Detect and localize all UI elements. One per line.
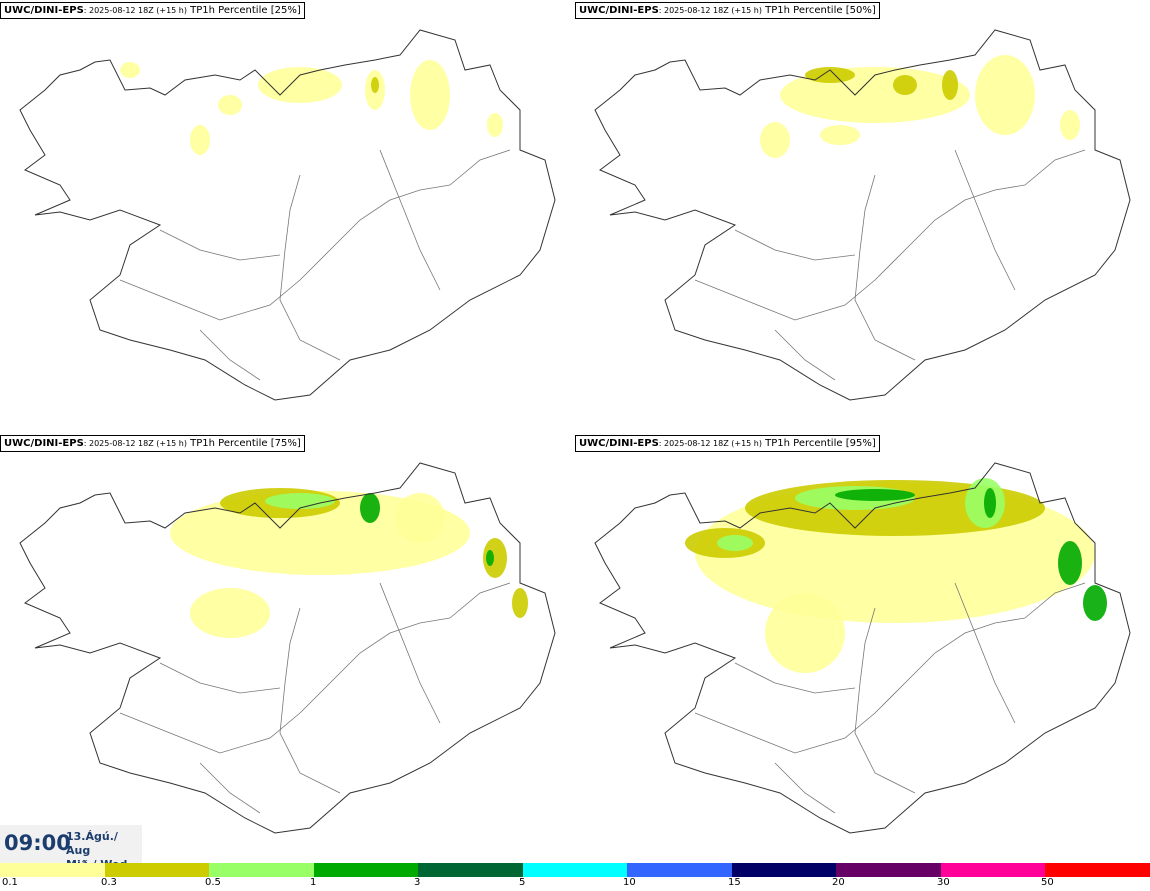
coastline: [19, 29, 556, 401]
colorbar-segment: [940, 863, 1046, 877]
precip-field: [170, 488, 528, 638]
map-svg-p95: [594, 462, 1131, 834]
colorbar-segment: [418, 863, 523, 877]
road-line: [774, 329, 836, 381]
colorbar-ticks: 0.1 0.3 0.5 1 3 5 10 15 20 30 50: [0, 877, 1150, 891]
colorbar-tick-label: 10: [623, 877, 636, 888]
road-line: [159, 662, 281, 694]
colorbar-tick-label: 20: [832, 877, 845, 888]
colorbar-segment: [522, 863, 628, 877]
road-line: [774, 762, 836, 814]
road-line: [449, 149, 511, 186]
map-panel-p95: UWC/DINI-EPS: 2025-08-12 18Z (+15 h) TP1…: [575, 433, 1150, 863]
map-panel-p75: UWC/DINI-EPS: 2025-08-12 18Z (+15 h) TP1…: [0, 433, 575, 863]
precip-field: [120, 60, 503, 155]
precip-contour: [835, 489, 915, 501]
colorbar-segment: [104, 863, 210, 877]
colorbar-segment: [0, 863, 105, 877]
colorbar-tick-label: 15: [728, 877, 741, 888]
precip-contour: [512, 588, 528, 618]
precip-contour: [805, 67, 855, 83]
panel-title: UWC/DINI-EPS: 2025-08-12 18Z (+15 h) TP1…: [575, 2, 880, 19]
road-line: [734, 662, 856, 694]
coastline: [19, 462, 556, 834]
road-line: [279, 174, 341, 361]
precip-contour: [765, 593, 845, 673]
road-line: [159, 229, 281, 261]
road-line: [694, 617, 1026, 754]
precip-contour: [360, 493, 380, 523]
colorbar: [0, 863, 1150, 877]
road-line: [279, 607, 341, 794]
road-line: [954, 149, 1016, 291]
colorbar-tick-label: 0.5: [205, 877, 221, 888]
precip-contour: [120, 62, 140, 78]
road-line: [379, 582, 441, 724]
colorbar-tick-label: 1: [310, 877, 317, 888]
precip-contour: [371, 77, 379, 93]
precip-contour: [1060, 110, 1080, 140]
colorbar-segment: [313, 863, 419, 877]
precip-contour: [893, 75, 917, 95]
colorbar-tick-label: 0.1: [2, 877, 18, 888]
colorbar-segment: [627, 863, 732, 877]
valid-date-line1: 13.Ágú./ Aug: [66, 830, 118, 857]
precip-contour: [487, 113, 503, 137]
colorbar-tick-label: 0.3: [101, 877, 117, 888]
precip-contour: [190, 125, 210, 155]
precip-contour: [1083, 585, 1107, 621]
precip-contour: [1058, 541, 1082, 585]
road-line: [854, 607, 916, 794]
map-svg-p75: [19, 462, 556, 834]
precip-contour: [190, 588, 270, 638]
map-panel-p50: UWC/DINI-EPS: 2025-08-12 18Z (+15 h) TP1…: [575, 0, 1150, 430]
colorbar-segment: [209, 863, 314, 877]
precip-contour: [975, 55, 1035, 135]
precip-contour: [820, 125, 860, 145]
road-line: [199, 329, 261, 381]
road-line: [1024, 149, 1086, 186]
panel-title: UWC/DINI-EPS: 2025-08-12 18Z (+15 h) TP1…: [575, 435, 880, 452]
map-panel-p25: UWC/DINI-EPS: 2025-08-12 18Z (+15 h) TP1…: [0, 0, 575, 430]
colorbar-tick-label: 3: [414, 877, 421, 888]
precip-contour: [265, 493, 335, 509]
precip-contour: [486, 550, 494, 566]
road-line: [199, 762, 261, 814]
precip-contour: [410, 60, 450, 130]
precip-field: [760, 55, 1080, 158]
precip-contour: [483, 538, 507, 578]
road-line: [1024, 582, 1086, 619]
precip-contour: [395, 493, 445, 543]
colorbar-segment: [731, 863, 837, 877]
colorbar-segment: [1045, 863, 1150, 877]
road-line: [954, 582, 1016, 724]
map-svg-p50: [594, 29, 1131, 401]
colorbar-tick-label: 50: [1041, 877, 1054, 888]
coastline: [594, 462, 1131, 834]
road-line: [379, 149, 441, 291]
road-line: [734, 229, 856, 261]
panel-title: UWC/DINI-EPS: 2025-08-12 18Z (+15 h) TP1…: [0, 2, 305, 19]
precip-contour: [984, 488, 996, 518]
colorbar-tick-label: 5: [519, 877, 526, 888]
panel-title: UWC/DINI-EPS: 2025-08-12 18Z (+15 h) TP1…: [0, 435, 305, 452]
precip-field: [685, 478, 1107, 673]
road-line: [694, 184, 1026, 321]
valid-time: 09:00: [4, 831, 71, 855]
road-line: [119, 184, 451, 321]
precip-contour: [717, 535, 753, 551]
road-line: [449, 582, 511, 619]
coastline: [594, 29, 1131, 401]
valid-time-box: 09:00 13.Ágú./ Aug Mið./ Wed: [0, 825, 142, 871]
road-line: [854, 174, 916, 361]
precip-contour: [942, 70, 958, 100]
precip-contour: [218, 95, 242, 115]
colorbar-tick-label: 30: [937, 877, 950, 888]
road-line: [119, 617, 451, 754]
precip-contour: [760, 122, 790, 158]
map-svg-p25: [19, 29, 556, 401]
colorbar-segment: [836, 863, 941, 877]
